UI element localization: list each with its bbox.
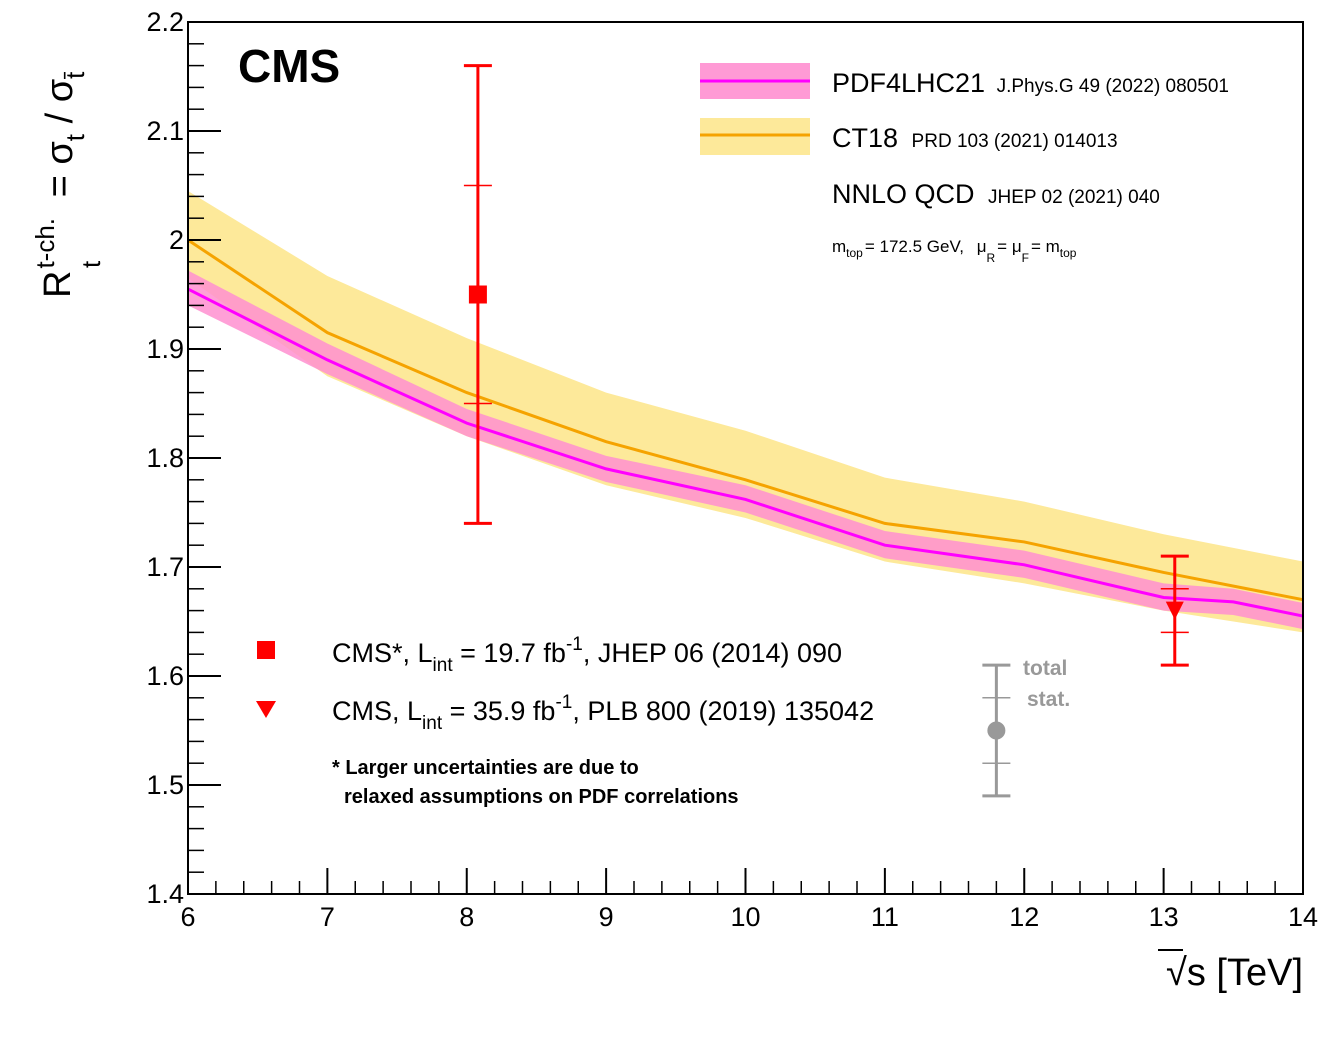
x-tick-label: 11: [871, 902, 899, 932]
y-tick-label: 1.8: [146, 443, 184, 473]
measurement-1: [1160, 554, 1189, 667]
y-axis-title: Rt-ch. = σt / σt̄ t: [30, 71, 106, 298]
measurement-0-marker: [468, 285, 487, 304]
band-pdf4lhc21: [188, 270, 1303, 630]
axes: 6 7 8 9 10 11 12 13 14 1.4 1.5 1.6 1.7 1.8 1.9 2 2.1 2.2: [146, 7, 1318, 932]
uncertainty-key: [982, 663, 1011, 798]
key-marker: [987, 721, 1006, 740]
legend-cms-2019: CMS, Lint = 35.9 fb-1, PLB 800 (2019) 13…: [332, 692, 874, 734]
key: [982, 663, 1011, 798]
y-sub-R: t: [76, 260, 106, 268]
x-tick-label: 12: [1009, 902, 1039, 932]
theory-lines: [187, 238, 1304, 618]
footnote-line-1: * Larger uncertainties are due to: [332, 757, 639, 779]
x-tick-label: 14: [1288, 902, 1318, 932]
experiment-label: CMS: [238, 40, 340, 92]
legend-cms-2014: CMS*, Lint = 19.7 fb-1, JHEP 06 (2014) 0…: [332, 634, 842, 676]
measurement-0: [463, 64, 492, 525]
legend-square-marker: [257, 641, 275, 659]
y-tick-label: 2.2: [146, 7, 184, 37]
x-tick-label: 7: [320, 902, 335, 932]
theory-bands: [188, 190, 1303, 633]
legend-ct18-name: CT18: [832, 123, 898, 153]
legend: PDF4LHC21 J.Phys.G 49 (2022) 080501 CT18…: [700, 63, 1229, 265]
y-tick-label: 2: [169, 225, 184, 255]
x-tick-label: 6: [180, 902, 195, 932]
y-tick-label: 1.7: [146, 552, 184, 582]
y-tick-label: 1.4: [146, 879, 184, 909]
measurement-legend: CMS*, Lint = 19.7 fb-1, JHEP 06 (2014) 0…: [256, 634, 874, 808]
svg-text:Rt-ch. = σt / σt̄: Rt-ch. = σt / σt̄: [30, 71, 90, 298]
x-tick-label: 10: [730, 902, 760, 932]
legend-ct18-label: CT18 PRD 103 (2021) 014013: [832, 123, 1118, 153]
legend-pdf4lhc21-ref: J.Phys.G 49 (2022) 080501: [997, 76, 1229, 97]
line-pdf4lhc21: [187, 287, 1304, 618]
line-ct18: [187, 238, 1304, 602]
band-ct18: [188, 190, 1303, 633]
measurements: [463, 64, 1189, 667]
legend-pdf4lhc21-label: PDF4LHC21 J.Phys.G 49 (2022) 080501: [832, 68, 1229, 98]
x-axis-title: √s [TeV]: [1166, 952, 1303, 994]
legend-triangle-marker: [256, 701, 276, 718]
y-tick-label: 1.5: [146, 770, 184, 800]
y-tick-label: 1.9: [146, 334, 184, 364]
footnote-line-2: relaxed assumptions on PDF correlations: [344, 786, 739, 808]
x-tick-label: 13: [1149, 902, 1179, 932]
y-tick-label: 2.1: [146, 116, 184, 146]
legend-pdf4lhc21-name: PDF4LHC21: [832, 68, 985, 98]
key-stat-label: stat.: [1027, 688, 1070, 711]
y-tick-label: 1.6: [146, 661, 184, 691]
key-total-label: total: [1023, 657, 1067, 680]
legend-params: mtop = 172.5 GeV, μR= μF= mtop: [832, 237, 1077, 265]
x-tick-label: 9: [599, 902, 614, 932]
legend-ct18-ref: PRD 103 (2021) 014013: [912, 131, 1118, 152]
x-tick-label: 8: [459, 902, 474, 932]
measurement-1-marker: [1165, 601, 1184, 620]
legend-theory-label: NNLO QCD JHEP 02 (2021) 040: [832, 179, 1160, 209]
